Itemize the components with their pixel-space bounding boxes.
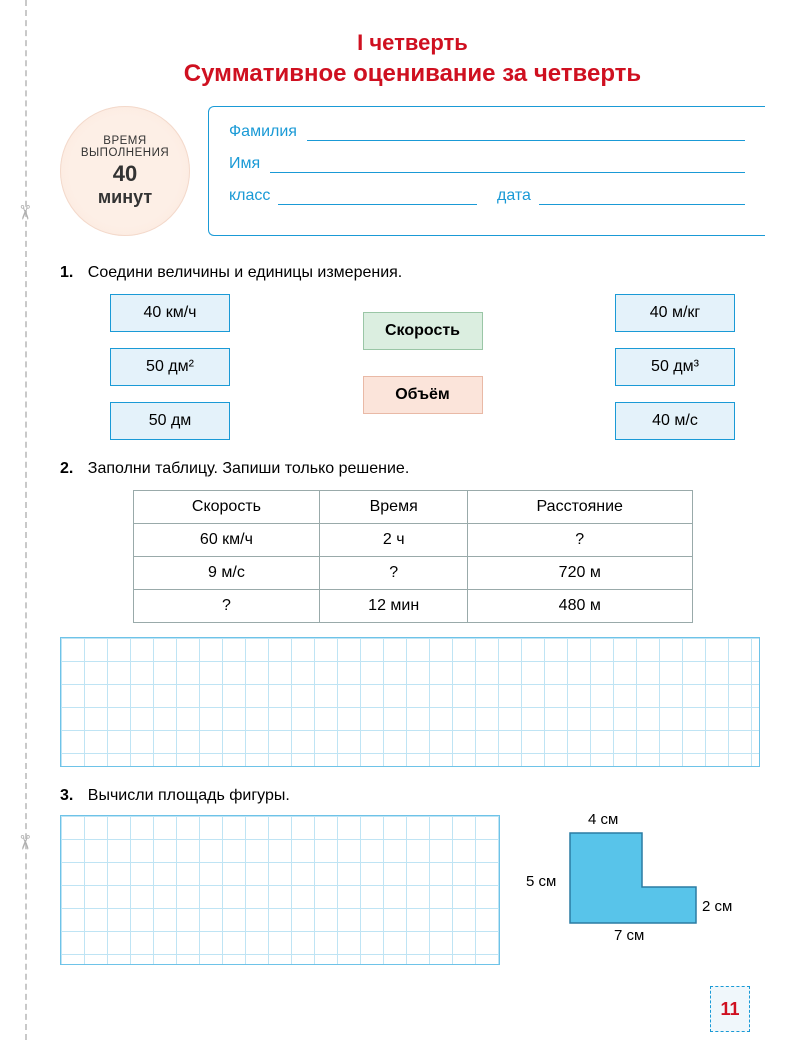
concept-box: Скорость [363, 312, 483, 350]
page-title-line2: Суммативное оценивание за четверть [60, 60, 765, 88]
table-cell: 60 км/ч [133, 524, 320, 557]
table-cell: 9 м/с [133, 557, 320, 590]
date-field[interactable] [539, 191, 745, 205]
task-2-number: 2. [60, 460, 73, 477]
table-header: Расстояние [468, 491, 693, 524]
q3-shape: 4 см 5 см 2 см 7 см [540, 815, 740, 975]
q1-center-column: Скорость Объём [363, 294, 483, 440]
unit-box: 50 дм² [110, 348, 230, 386]
q2-answer-grid[interactable] [60, 637, 760, 767]
q2-table: СкоростьВремяРасстояние60 км/ч2 ч?9 м/с?… [133, 490, 693, 623]
table-row: 60 км/ч2 ч? [133, 524, 692, 557]
q1-left-column: 40 км/ч 50 дм² 50 дм [110, 294, 230, 440]
name-field[interactable] [270, 159, 745, 173]
unit-box: 50 дм [110, 402, 230, 440]
cut-line [25, 0, 27, 1040]
task-3: 3. Вычисли площадь фигуры. 4 см 5 см 2 с… [60, 787, 765, 975]
scissors-icon: ✂ [12, 834, 37, 851]
timer-unit: минут [98, 187, 152, 208]
dim-bottom: 7 см [614, 927, 644, 944]
unit-box: 40 км/ч [110, 294, 230, 332]
table-cell: 2 ч [320, 524, 468, 557]
q3-answer-grid[interactable] [60, 815, 500, 965]
table-cell: ? [133, 590, 320, 623]
q1-right-column: 40 м/кг 50 дм³ 40 м/с [615, 294, 735, 440]
class-field[interactable] [278, 191, 477, 205]
table-cell: 480 м [468, 590, 693, 623]
task-1-number: 1. [60, 264, 73, 281]
table-cell: 720 м [468, 557, 693, 590]
task-1: 1. Соедини величины и единицы измерения.… [60, 264, 765, 440]
task-3-number: 3. [60, 787, 73, 804]
time-badge: ВРЕМЯ ВЫПОЛНЕНИЯ 40 минут [60, 106, 190, 236]
table-cell: ? [320, 557, 468, 590]
scissors-icon: ✂ [12, 204, 37, 221]
task-1-text: Соедини величины и единицы измерения. [88, 264, 402, 281]
name-label: Имя [229, 155, 260, 173]
dim-left: 5 см [526, 873, 556, 890]
unit-box: 50 дм³ [615, 348, 735, 386]
surname-label: Фамилия [229, 123, 297, 141]
surname-field[interactable] [307, 127, 745, 141]
q1-layout: 40 км/ч 50 дм² 50 дм Скорость Объём 40 м/кг… [60, 282, 765, 440]
timer-label-1: ВРЕМЯ [103, 135, 146, 147]
task-2: 2. Заполни таблицу. Запиши только решени… [60, 460, 765, 767]
table-row: 9 м/с?720 м [133, 557, 692, 590]
timer-value: 40 [113, 161, 137, 187]
class-label: класс [229, 187, 270, 205]
dim-top: 4 см [588, 811, 618, 828]
page-number: 11 [710, 986, 750, 1032]
table-header: Скорость [133, 491, 320, 524]
table-header: Время [320, 491, 468, 524]
page-title-line1: I четверть [60, 30, 765, 56]
task-2-text: Заполни таблицу. Запиши только решение. [88, 460, 409, 477]
task-3-text: Вычисли площадь фигуры. [88, 787, 290, 804]
table-cell: ? [468, 524, 693, 557]
q3-layout: 4 см 5 см 2 см 7 см [60, 805, 765, 975]
concept-box: Объём [363, 376, 483, 414]
timer-label-2: ВЫПОЛНЕНИЯ [81, 147, 169, 159]
dim-right: 2 см [702, 898, 732, 915]
student-info-box: Фамилия Имя класс дата [208, 106, 765, 236]
table-row: ?12 мин480 м [133, 590, 692, 623]
unit-box: 40 м/с [615, 402, 735, 440]
unit-box: 40 м/кг [615, 294, 735, 332]
table-cell: 12 мин [320, 590, 468, 623]
header-row: ВРЕМЯ ВЫПОЛНЕНИЯ 40 минут Фамилия Имя кл… [60, 106, 765, 236]
date-label: дата [497, 187, 531, 205]
